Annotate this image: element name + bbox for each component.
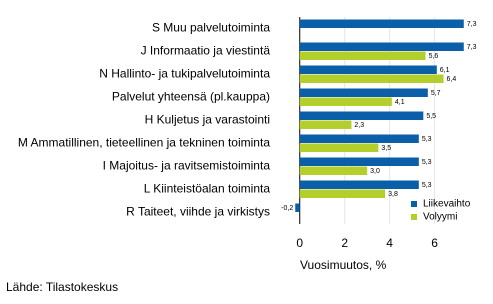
category-label: S Muu palvelutoiminta [152, 21, 270, 35]
x-axis-label: Vuosimuutos, % [300, 258, 387, 272]
value-label: 5,3 [422, 136, 432, 143]
value-label: 5,6 [429, 53, 439, 60]
value-label: -0,2 [281, 205, 293, 212]
value-label: 6,4 [447, 76, 457, 83]
bar [299, 42, 464, 51]
category-label: I Majoitus- ja ravitsemistoiminta [103, 159, 271, 173]
category-label: M Ammatillinen, tieteellinen ja tekninen… [18, 136, 270, 150]
x-tick-label: 4 [386, 236, 393, 250]
x-tick-label: 6 [431, 236, 438, 250]
category-label: N Hallinto- ja tukipalvelutoiminta [99, 67, 270, 81]
x-tick-label: 2 [341, 236, 348, 250]
bar [299, 120, 352, 129]
value-label: 3,5 [381, 145, 391, 152]
bar [299, 97, 392, 106]
value-label: 2,3 [354, 122, 364, 129]
value-label: 5,3 [422, 159, 432, 166]
legend-label: Volyymi [423, 212, 457, 223]
bar [299, 189, 386, 198]
x-tick-label: 0 [296, 236, 303, 250]
source: Lähde: Tilastokeskus [6, 280, 118, 294]
category-label: J Informaatio ja viestintä [141, 44, 271, 58]
bar [299, 51, 426, 60]
bar [295, 203, 300, 212]
bar [299, 143, 379, 152]
bar [299, 88, 428, 97]
bar [299, 65, 437, 74]
legend-swatch [411, 214, 417, 220]
value-label: 4,1 [395, 99, 405, 106]
value-label: 3,0 [370, 168, 380, 175]
value-label: 5,5 [426, 113, 436, 120]
value-label: 7,3 [467, 44, 477, 51]
bar [299, 19, 464, 28]
bar [299, 180, 419, 189]
category-label: Palvelut yhteensä (pl.kauppa) [112, 90, 270, 104]
legend-label: Liikevaihto [423, 199, 471, 210]
bar [299, 166, 368, 175]
category-label: H Kuljetus ja varastointi [145, 113, 270, 127]
value-label: 7,3 [467, 21, 477, 28]
bar [299, 111, 424, 120]
category-label: R Taiteet, viihde ja virkistys [126, 205, 270, 219]
category-label: L Kiinteistöalan toiminta [144, 182, 271, 196]
value-label: 3,8 [388, 191, 398, 198]
value-label: 5,3 [422, 182, 432, 189]
legend-swatch [411, 201, 417, 207]
value-label: 5,7 [431, 90, 441, 97]
bar [299, 134, 419, 143]
bar [299, 157, 419, 166]
bar [299, 74, 444, 83]
value-label: 6,1 [440, 67, 450, 74]
